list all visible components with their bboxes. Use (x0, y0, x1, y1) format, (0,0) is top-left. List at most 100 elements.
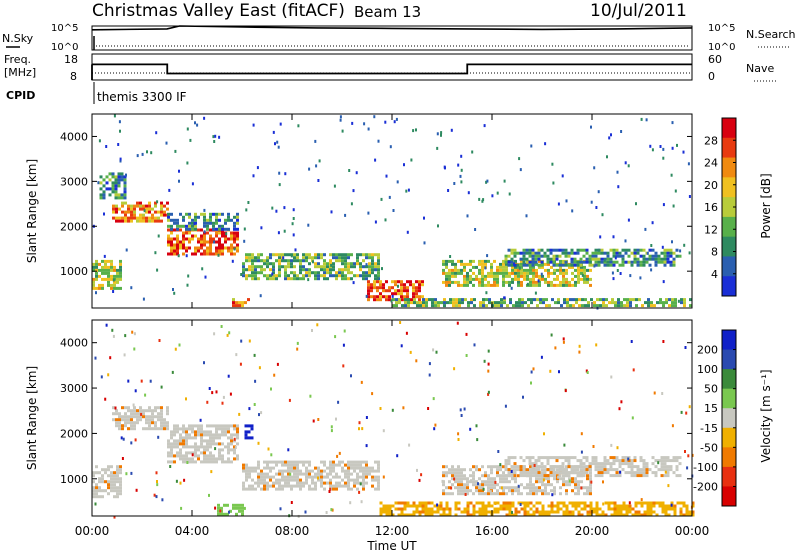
data-cell (371, 259, 374, 263)
x-tick-label: 00:00 (75, 524, 110, 538)
data-cell (305, 469, 308, 473)
data-cell (505, 265, 508, 269)
data-cell (516, 251, 520, 255)
data-cell (466, 214, 469, 218)
data-cell (583, 486, 586, 490)
data-cell (114, 181, 118, 185)
data-cell (472, 513, 476, 517)
data-cell (442, 483, 445, 487)
data-cell (146, 150, 148, 154)
data-cell (263, 262, 266, 266)
data-cell (589, 513, 593, 517)
data-cell (194, 445, 197, 449)
data-cell (302, 253, 305, 257)
data-cell (450, 486, 453, 490)
data-cell (502, 504, 506, 508)
data-cell (613, 507, 617, 511)
data-cell (230, 252, 233, 256)
data-cell (599, 235, 602, 239)
data-cell (561, 468, 565, 472)
data-cell (394, 501, 398, 505)
data-cell (546, 248, 550, 252)
data-cell (425, 301, 428, 305)
data-cell (481, 489, 484, 493)
data-cell (209, 215, 212, 219)
data-cell (534, 468, 538, 472)
data-cell (112, 406, 115, 410)
data-cell (571, 510, 575, 514)
data-cell (586, 504, 590, 508)
data-cell (188, 237, 191, 241)
data-cell (176, 227, 179, 231)
data-cell (119, 465, 122, 469)
data-cell (142, 216, 145, 220)
data-cell (540, 263, 544, 267)
data-cell (589, 504, 593, 508)
data-cell (200, 427, 203, 431)
data-cell (609, 474, 613, 478)
data-cell (451, 280, 454, 284)
data-cell (107, 373, 110, 377)
data-cell (196, 123, 199, 127)
data-cell (691, 453, 694, 457)
data-cell (203, 448, 206, 452)
data-cell (385, 174, 388, 178)
data-cell (320, 268, 323, 272)
data-cell (314, 256, 317, 260)
data-cell (105, 145, 108, 148)
data-cell (487, 362, 490, 366)
data-cell (215, 442, 218, 446)
data-cell (191, 451, 194, 455)
data-cell (238, 304, 241, 308)
data-cell (505, 504, 509, 508)
data-cell (284, 259, 287, 263)
data-cell (98, 283, 101, 287)
data-cell (227, 237, 230, 241)
data-cell (191, 427, 194, 431)
data-cell (206, 249, 209, 253)
data-cell (330, 263, 333, 267)
data-cell (247, 298, 250, 302)
data-cell (685, 411, 688, 415)
data-cell (580, 265, 583, 269)
data-cell (541, 492, 544, 496)
station-title: Christmas Valley East (fitACF) (92, 1, 345, 21)
data-cell (565, 483, 568, 487)
data-cell (688, 513, 692, 517)
data-cell (257, 253, 260, 257)
data-cell (130, 219, 133, 223)
data-cell (422, 301, 425, 305)
data-cell (318, 159, 321, 163)
x-axis: 00:00 04:00 08:00 12:00 16:00 20:00 00:00 (75, 114, 709, 538)
data-cell (157, 435, 160, 439)
data-cell (251, 271, 254, 275)
data-cell (188, 246, 191, 250)
data-cell (391, 292, 394, 296)
data-cell (308, 460, 311, 464)
data-cell (451, 259, 454, 263)
data-cell (355, 171, 358, 175)
data-cell (376, 286, 379, 290)
data-cell (297, 124, 300, 128)
data-cell (191, 234, 194, 238)
data-cell (469, 427, 472, 431)
data-cell (370, 283, 373, 287)
data-cell (230, 442, 233, 446)
data-cell (564, 248, 568, 252)
data-cell (528, 251, 532, 255)
data-cell (538, 265, 541, 269)
data-cell (531, 468, 535, 472)
data-cell (290, 484, 293, 488)
data-cell (317, 418, 320, 421)
data-cell (269, 253, 272, 257)
data-cell (219, 509, 222, 513)
data-cell (686, 466, 689, 470)
data-cell (490, 492, 493, 496)
data-cell (356, 472, 359, 476)
data-cell (523, 268, 526, 272)
data-cell (613, 513, 617, 517)
data-cell (233, 439, 236, 443)
data-cell (646, 504, 650, 508)
data-cell (668, 298, 671, 302)
data-cell (308, 469, 311, 473)
